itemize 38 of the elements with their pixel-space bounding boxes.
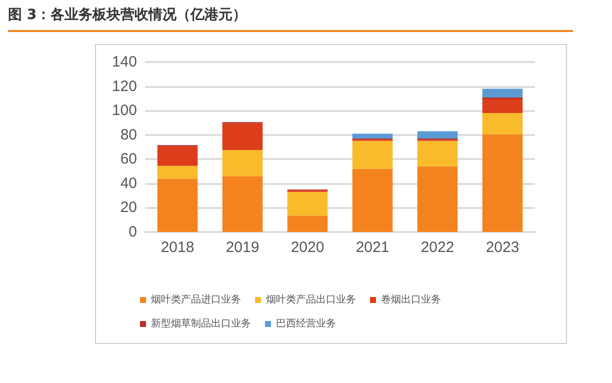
bar — [482, 134, 523, 232]
legend-label: 巴西经营业务 — [276, 318, 336, 330]
bar — [482, 99, 523, 113]
chart-title: 图 3：各业务板块营收情况（亿港元） — [8, 6, 573, 32]
x-tick-label: 2018 — [160, 239, 194, 256]
x-tick-label: 2021 — [356, 239, 390, 256]
bar — [482, 113, 523, 134]
y-tick-label: 0 — [128, 224, 137, 240]
legend-label: 烟叶类产品出口业务 — [266, 294, 356, 306]
bar — [222, 150, 263, 176]
bar — [352, 134, 393, 138]
bar — [417, 140, 458, 166]
bar — [222, 123, 263, 150]
bar — [157, 178, 198, 232]
legend-label: 新型烟草制品出口业务 — [151, 318, 251, 330]
y-tick-label: 60 — [120, 150, 137, 168]
bar — [417, 166, 458, 232]
bar — [157, 166, 198, 179]
y-tick-label: 100 — [112, 102, 137, 120]
y-tick-label: 120 — [112, 78, 137, 95]
x-tick-label: 2020 — [290, 239, 324, 256]
bar — [287, 216, 328, 232]
x-tick-label: 2023 — [486, 239, 520, 256]
y-tick-label: 80 — [120, 126, 137, 144]
y-tick-label: 20 — [120, 199, 137, 216]
bar — [287, 192, 328, 216]
legend-label: 卷烟出口业务 — [381, 294, 441, 306]
y-tick-label: 40 — [120, 174, 137, 192]
y-tick-label: 140 — [112, 54, 137, 70]
bar — [482, 88, 523, 98]
bar — [352, 168, 393, 232]
bar — [157, 146, 198, 166]
bar — [222, 176, 263, 232]
x-tick-label: 2019 — [226, 239, 260, 256]
bar — [352, 140, 393, 169]
legend-label: 烟叶类产品进口业务 — [151, 294, 241, 306]
bar — [417, 131, 458, 138]
x-tick-label: 2022 — [420, 239, 454, 256]
